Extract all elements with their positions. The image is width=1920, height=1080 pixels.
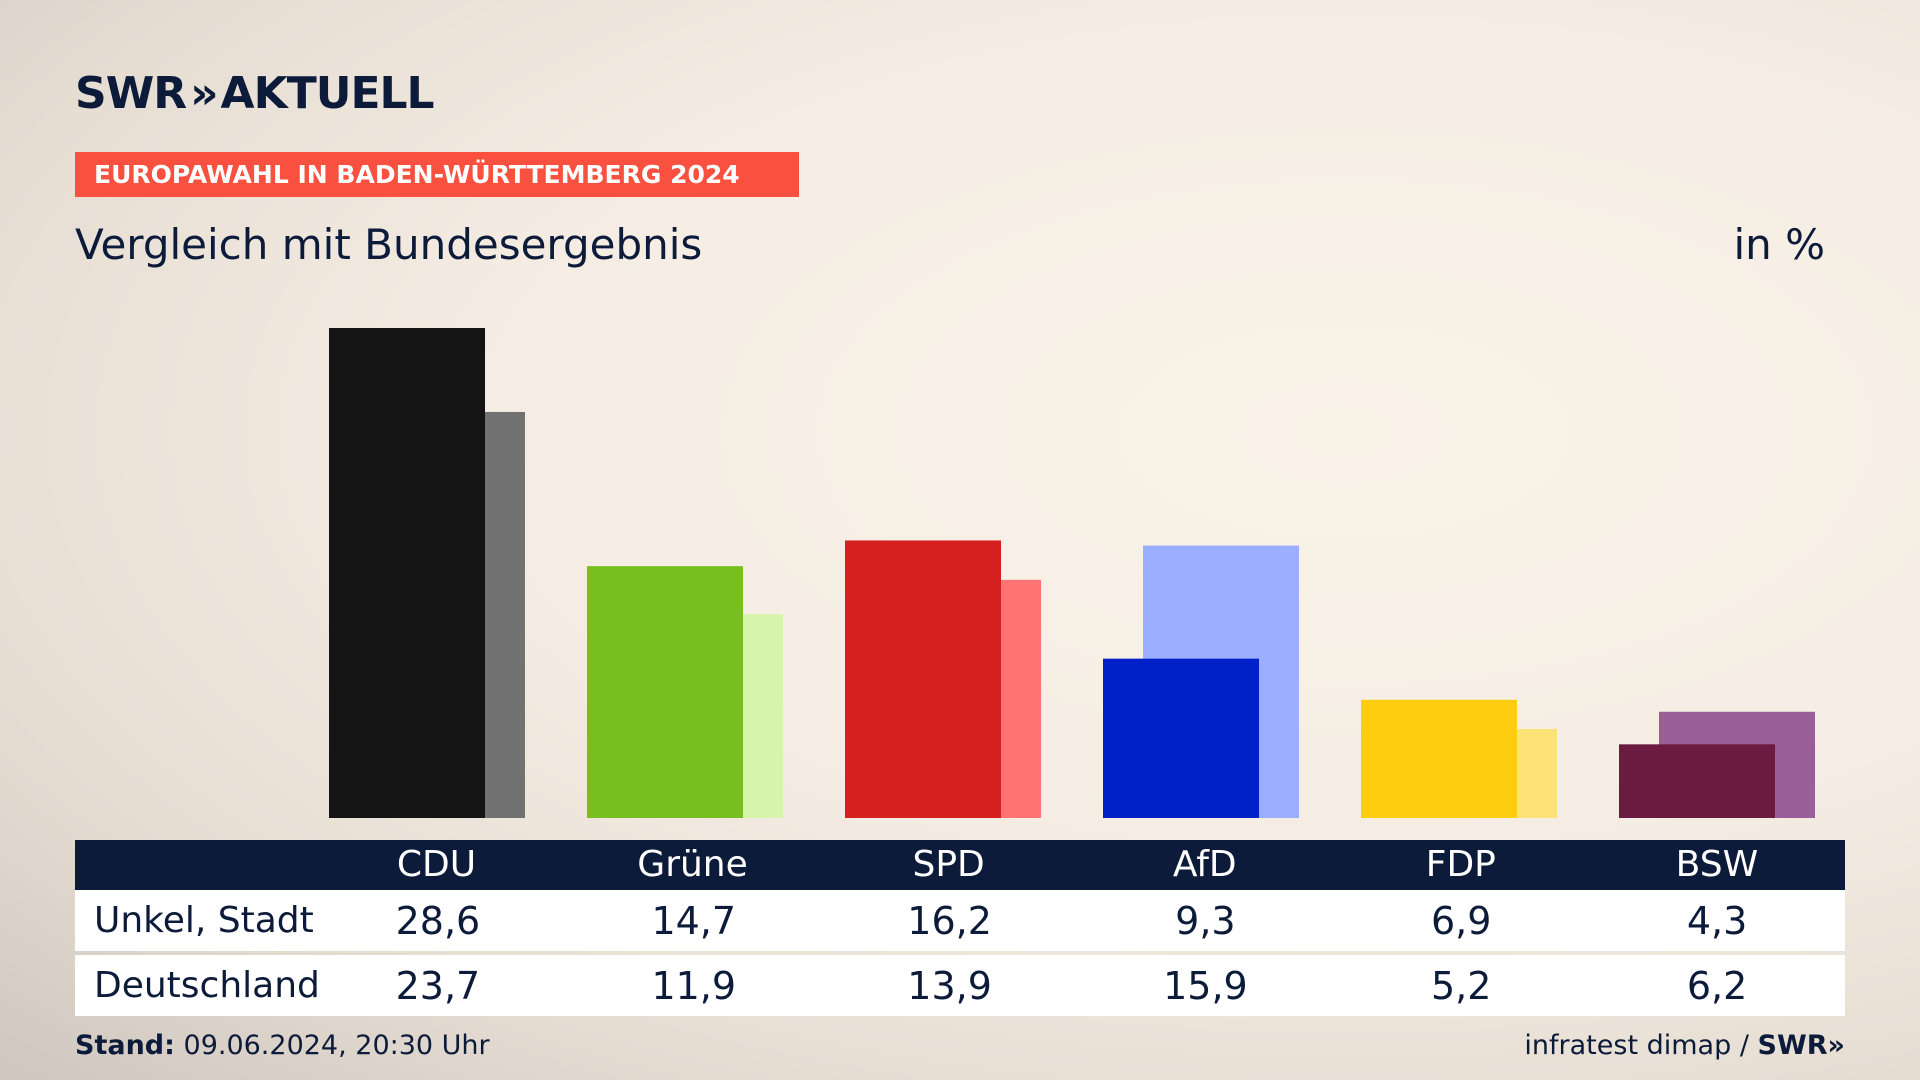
bar-unkel-cdu: [329, 328, 485, 818]
results-table: CDU Grüne SPD AfD FDP BSW Unkel, Stadt 2…: [75, 840, 1845, 1016]
table-row-unkel: Unkel, Stadt 28,6 14,7 16,2 9,3 6,9 4,3: [75, 890, 1845, 951]
value-de-gruene: 11,9: [651, 963, 737, 1008]
timestamp: Stand: 09.06.2024, 20:30 Uhr: [75, 1030, 490, 1061]
value-unkel-afd: 9,3: [1175, 898, 1236, 943]
unit-label: in %: [1733, 220, 1825, 269]
value-unkel-fdp: 6,9: [1431, 898, 1492, 943]
swr-small-logo: SWR»: [1757, 1030, 1845, 1061]
source-credit: infratest dimap / SWR»: [1524, 1030, 1845, 1061]
party-label-afd: AfD: [1172, 844, 1237, 885]
election-banner: EUROPAWAHL IN BADEN-WÜRTTEMBERG 2024: [75, 152, 799, 197]
bar-unkel-spd: [845, 540, 1001, 818]
value-unkel-spd: 16,2: [907, 898, 992, 943]
header-spacer: [75, 840, 308, 890]
value-de-cdu: 23,7: [395, 963, 481, 1008]
value-de-afd: 15,9: [1163, 963, 1248, 1008]
table-row-deutschland: Deutschland 23,7 11,9 13,9 15,9 5,2 6,2: [75, 955, 1845, 1016]
party-label-fdp: FDP: [1425, 844, 1496, 885]
stand-value: 09.06.2024, 20:30 Uhr: [183, 1030, 490, 1061]
party-label-cdu: CDU: [396, 844, 477, 885]
value-de-bsw: 6,2: [1686, 963, 1748, 1008]
bar-chart: [329, 328, 1815, 818]
party-label-bsw: BSW: [1675, 844, 1759, 885]
value-unkel-bsw: 4,3: [1686, 898, 1748, 943]
bar-unkel-fdp: [1361, 699, 1517, 818]
stand-label: Stand:: [75, 1030, 175, 1061]
bar-unkel-gruene: [587, 566, 743, 818]
party-label-gruene: Grüne: [637, 844, 748, 885]
logo-aktuell-text: AKTUELL: [220, 68, 435, 119]
logo-swr-text: SWR: [75, 68, 187, 119]
value-de-spd: 13,9: [907, 963, 992, 1008]
source-text: infratest dimap /: [1524, 1030, 1749, 1061]
chart-title: Vergleich mit Bundesergebnis: [75, 220, 703, 269]
table-header-row: CDU Grüne SPD AfD FDP BSW: [75, 840, 1845, 890]
value-unkel-gruene: 14,7: [651, 898, 737, 943]
value-de-fdp: 5,2: [1431, 963, 1492, 1008]
party-label-spd: SPD: [912, 844, 985, 885]
swr-aktuell-logo: SWR » AKTUELL: [75, 68, 435, 119]
row-label-deutschland: Deutschland: [94, 965, 320, 1006]
bar-unkel-afd: [1103, 658, 1259, 818]
value-unkel-cdu: 28,6: [395, 898, 481, 943]
bar-unkel-bsw: [1619, 744, 1775, 818]
row-label-unkel: Unkel, Stadt: [94, 900, 314, 941]
